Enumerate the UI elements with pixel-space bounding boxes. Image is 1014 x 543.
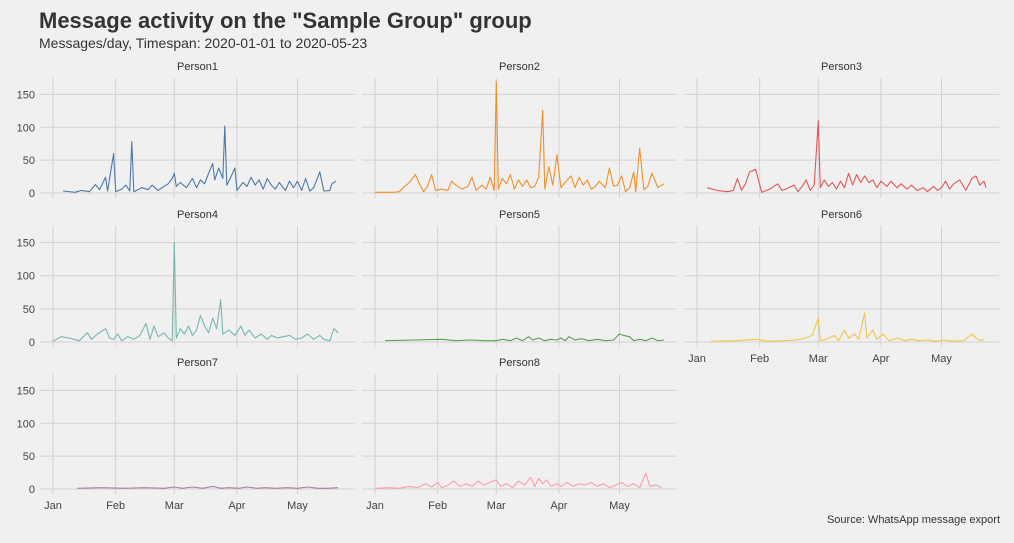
y-tick-label: 150 [17,89,35,101]
facet-label: Person2 [499,61,540,73]
chart-subtitle: Messages/day, Timespan: 2020-01-01 to 20… [39,35,368,51]
chart-title: Message activity on the "Sample Group" g… [39,8,532,33]
x-tick-label: Jan [366,500,384,512]
y-tick-label: 0 [29,188,35,200]
x-tick-label: Feb [106,500,125,512]
x-tick-label: Feb [750,353,769,365]
x-tick-label: Jan [44,500,62,512]
facet-label: Person6 [821,209,862,221]
y-tick-label: 0 [29,337,35,349]
x-tick-label: May [931,353,952,365]
x-tick-label: Apr [228,500,245,512]
series-line-person7 [77,485,339,489]
y-tick-label: 50 [23,155,35,167]
x-tick-label: Mar [809,353,828,365]
y-tick-label: 0 [29,484,35,496]
series-line-person6 [711,312,985,342]
chart-caption: Source: WhatsApp message export [826,514,1000,526]
x-tick-label: May [609,500,630,512]
series-line-person5 [385,333,665,342]
y-tick-label: 150 [17,238,35,250]
series-line-person3 [706,120,987,193]
series-line-person1 [63,125,337,193]
x-tick-label: Apr [872,353,889,365]
series-line-person2 [375,80,665,193]
y-tick-label: 100 [17,418,35,430]
facet-label: Person4 [177,209,218,221]
x-tick-label: Mar [165,500,184,512]
facet-label: Person3 [821,61,862,73]
facet-label: Person5 [499,209,540,221]
x-tick-label: Jan [688,353,706,365]
y-tick-label: 150 [17,385,35,397]
series-line-person8 [374,472,663,489]
x-tick-label: Apr [550,500,567,512]
y-tick-label: 100 [17,122,35,134]
x-tick-label: Mar [487,500,506,512]
x-tick-label: Feb [428,500,447,512]
y-tick-label: 50 [23,304,35,316]
facet-label: Person7 [177,357,218,369]
y-tick-label: 100 [17,271,35,283]
y-tick-label: 50 [23,451,35,463]
facet-label: Person1 [177,61,218,73]
facet-label: Person8 [499,357,540,369]
series-line-person4 [52,242,339,342]
x-tick-label: May [287,500,308,512]
